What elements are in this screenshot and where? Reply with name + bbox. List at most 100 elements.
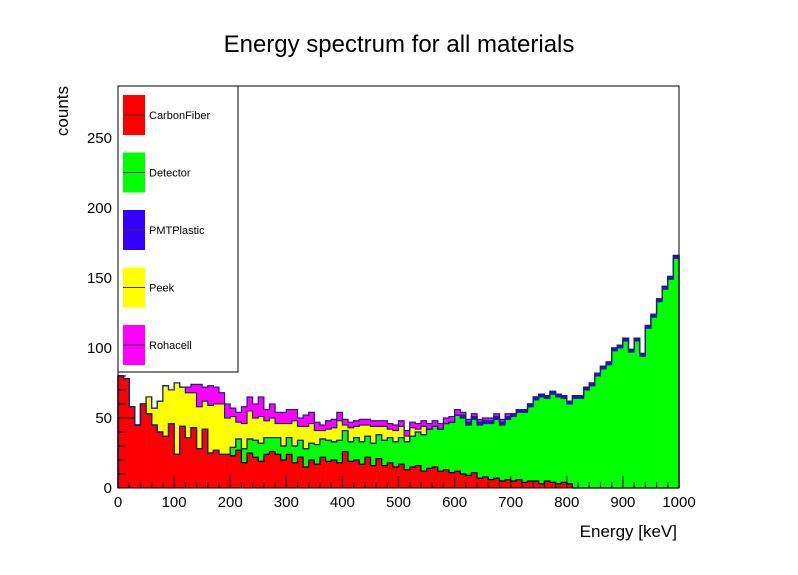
bar-Detector-72	[521, 412, 528, 483]
bar-CarbonFiber-60	[454, 471, 461, 488]
bar-PMTPlastic-89	[617, 345, 624, 348]
bar-CarbonFiber-19	[224, 454, 231, 488]
bar-CarbonFiber-74	[533, 481, 540, 488]
bar-Rohacell-60	[454, 409, 461, 416]
bar-Detector-43	[359, 441, 366, 465]
bar-Detector-82	[578, 398, 584, 488]
bar-Rohacell-54	[420, 420, 427, 427]
bar-Rohacell-53	[415, 423, 422, 430]
bar-Rohacell-47	[381, 420, 388, 427]
bar-CarbonFiber-33	[303, 466, 310, 488]
bar-Detector-96	[656, 301, 663, 488]
bar-PMTPlastic-62	[465, 422, 472, 425]
bar-PMTPlastic-73	[527, 403, 534, 407]
bar-CarbonFiber-15	[202, 429, 209, 488]
bar-Detector-39	[336, 440, 343, 463]
bar-CarbonFiber-62	[465, 475, 472, 488]
bar-PMTPlastic-80	[566, 401, 573, 404]
bar-Rohacell-30	[286, 409, 293, 424]
bar-PMTPlastic-87	[606, 361, 612, 365]
bar-Detector-24	[252, 440, 259, 458]
bar-PMTPlastic-64	[477, 422, 483, 425]
bar-Rohacell-45	[370, 420, 377, 427]
bar-Rohacell-41	[348, 422, 354, 428]
bar-Rohacell-20	[230, 408, 237, 417]
bar-CarbonFiber-17	[213, 450, 220, 488]
bar-Rohacell-27	[269, 403, 276, 418]
bar-Detector-98	[667, 279, 674, 488]
bar-CarbonFiber-65	[482, 476, 489, 488]
bar-PMTPlastic-91	[628, 349, 635, 353]
bar-Detector-66	[488, 423, 495, 480]
bar-Rohacell-64	[477, 419, 483, 423]
bar-Rohacell-12	[185, 387, 192, 393]
bar-Detector-60	[454, 415, 461, 472]
bar-Peek-27	[269, 417, 276, 438]
bar-Peek-52	[409, 427, 416, 437]
bar-Peek-9	[168, 389, 175, 424]
bar-Detector-40	[342, 430, 349, 452]
bar-CarbonFiber-76	[544, 481, 551, 488]
bar-Rohacell-25	[258, 396, 265, 417]
bar-Detector-48	[387, 437, 394, 463]
bar-PMTPlastic-98	[667, 276, 674, 280]
y-tick-label: 250	[87, 130, 112, 147]
bar-Peek-49	[392, 430, 399, 442]
bar-Peek-46	[376, 426, 382, 435]
bar-PMTPlastic-84	[589, 382, 596, 386]
bar-CarbonFiber-39	[336, 462, 343, 488]
bar-CarbonFiber-44	[364, 457, 371, 488]
bar-Rohacell-28	[275, 412, 281, 424]
bar-CarbonFiber-49	[392, 466, 399, 488]
x-tick-label: 500	[386, 494, 411, 511]
bar-Rohacell-31	[291, 409, 298, 421]
y-tick-label: 0	[104, 480, 112, 497]
bar-Detector-57	[437, 429, 444, 472]
bar-CarbonFiber-54	[420, 471, 427, 488]
legend-entry-Peek: Peek	[123, 267, 175, 308]
series-Detector	[230, 258, 680, 488]
bar-Detector-25	[258, 443, 265, 462]
bar-CarbonFiber-18	[218, 454, 225, 488]
bar-Rohacell-16	[207, 385, 214, 406]
bar-Detector-45	[370, 443, 377, 466]
bar-Detector-38	[331, 441, 338, 460]
bar-Detector-87	[606, 364, 612, 488]
bar-CarbonFiber-16	[207, 452, 214, 488]
bar-Peek-31	[291, 420, 298, 446]
bar-Peek-28	[275, 423, 281, 438]
bar-Peek-47	[381, 426, 388, 441]
bar-Rohacell-63	[471, 413, 478, 417]
bar-Peek-50	[398, 426, 405, 438]
bar-Rohacell-21	[235, 412, 242, 423]
bar-Detector-21	[235, 438, 242, 451]
bar-CarbonFiber-38	[331, 459, 338, 488]
bar-Detector-85	[594, 375, 601, 488]
bar-PMTPlastic-70	[510, 413, 517, 417]
bar-Rohacell-24	[252, 403, 259, 418]
bar-Peek-22	[241, 423, 248, 449]
bar-CarbonFiber-73	[527, 481, 534, 488]
bar-Rohacell-68	[499, 419, 506, 423]
bar-Peek-19	[224, 417, 231, 455]
bar-CarbonFiber-79	[561, 482, 568, 488]
bar-Peek-21	[235, 422, 242, 439]
bar-PMTPlastic-65	[482, 420, 489, 424]
bar-PMTPlastic-66	[488, 420, 495, 424]
bar-CarbonFiber-48	[387, 462, 394, 488]
chart-title: Energy spectrum for all materials	[224, 31, 575, 58]
bar-CarbonFiber-21	[235, 450, 242, 488]
bar-Peek-38	[331, 427, 338, 442]
bar-Detector-97	[662, 289, 669, 488]
bar-Detector-50	[398, 437, 405, 465]
bar-CarbonFiber-29	[280, 459, 287, 488]
bar-Detector-84	[589, 385, 596, 488]
bar-Detector-74	[533, 399, 540, 481]
bar-CarbonFiber-50	[398, 464, 405, 488]
bar-CarbonFiber-46	[376, 458, 382, 488]
bar-CarbonFiber-47	[381, 465, 388, 488]
y-tick-label: 200	[87, 200, 112, 217]
y-tick-label: 100	[87, 340, 112, 357]
bar-Rohacell-61	[460, 412, 467, 416]
bar-Detector-81	[572, 398, 579, 488]
